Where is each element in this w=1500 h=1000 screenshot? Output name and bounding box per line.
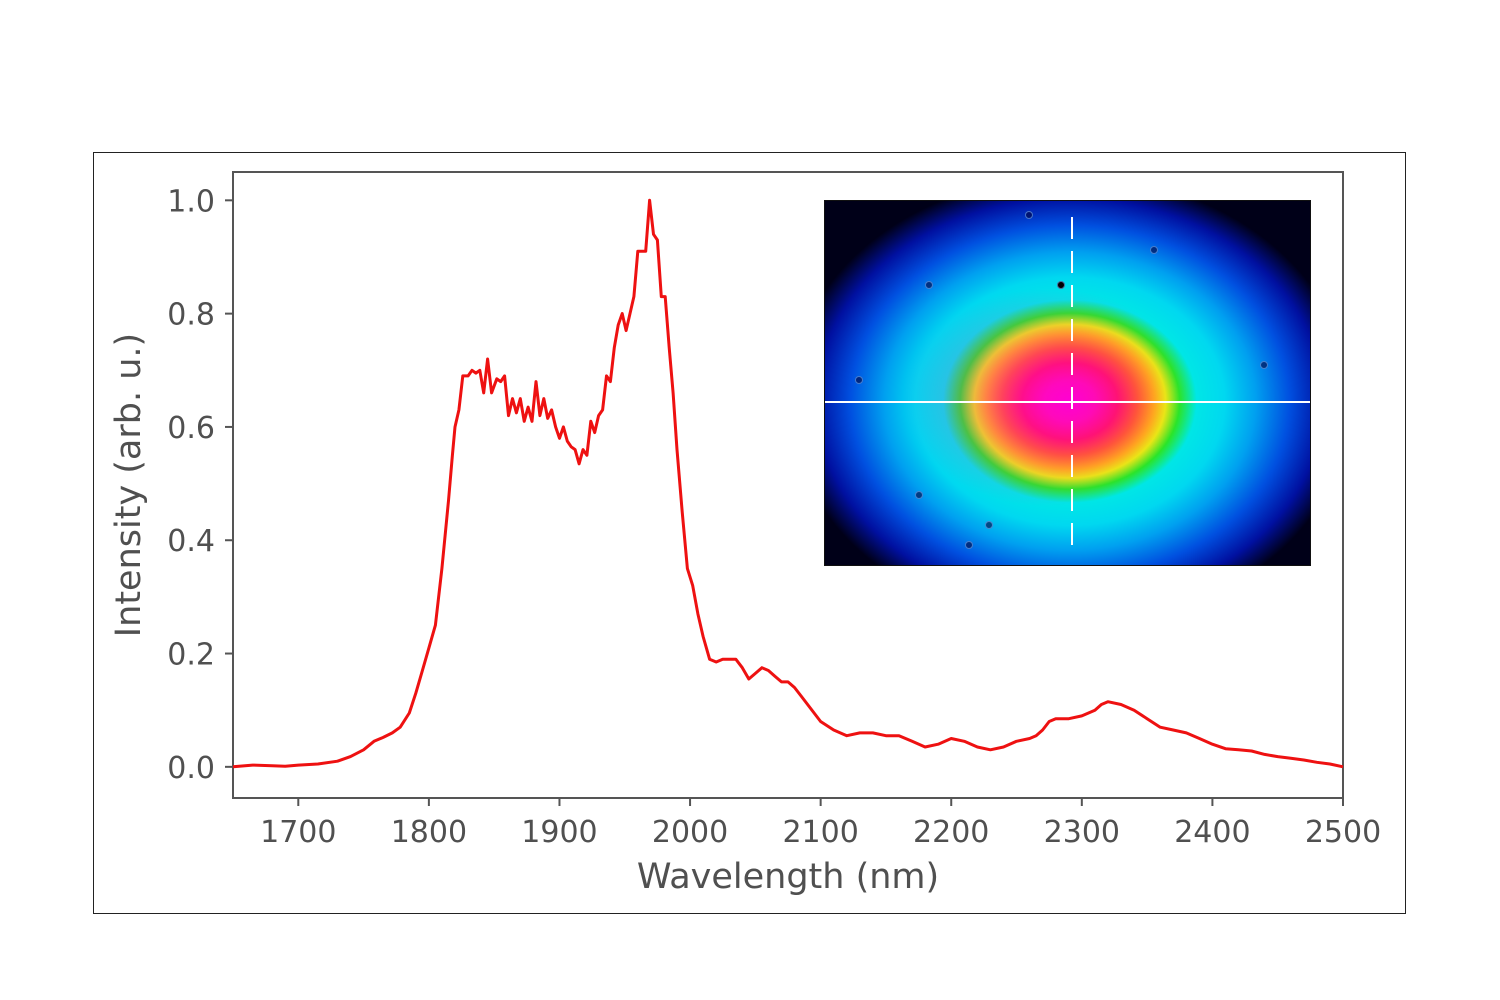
speckle [1025,211,1033,219]
crosshair-vertical-dashed [1071,217,1073,555]
x-tick-label: 2000 [652,815,728,850]
y-tick-label: 0.6 [167,411,215,446]
y-tick-label: 1.0 [167,184,215,219]
x-tick-label: 1700 [260,815,336,850]
speckle [1150,246,1158,254]
crosshair-horizontal [825,401,1310,403]
x-tick-label: 2100 [782,815,858,850]
x-tick-label: 2300 [1044,815,1120,850]
speckle [985,521,993,529]
speckle [1260,361,1268,369]
speckle [925,281,933,289]
x-axis: 1700 1800 1900 2000 2100 2200 2300 2400 2500 [260,798,1381,850]
plot-area [232,171,1344,799]
y-tick-label: 0.4 [167,524,215,559]
y-tick-label: 0.0 [167,751,215,786]
speckle [915,491,923,499]
x-tick-label: 2200 [913,815,989,850]
beam-profile-inset [824,200,1311,566]
speckle [855,376,863,384]
y-tick-label: 0.8 [167,298,215,333]
x-tick-label: 1900 [521,815,597,850]
x-tick-label: 1800 [391,815,467,850]
spectrum-line [232,198,1344,769]
speckle [1057,281,1065,289]
y-axis-label: Intensity (arb. u.) [109,333,149,637]
x-axis-label: Wavelength (nm) [637,857,939,897]
speckle [965,541,973,549]
y-tick-label: 0.2 [167,638,215,673]
x-tick-label: 2400 [1174,815,1250,850]
y-axis: 0.0 0.2 0.4 0.6 0.8 1.0 [167,184,233,786]
figure-frame [93,152,1406,914]
x-tick-label: 2500 [1305,815,1381,850]
